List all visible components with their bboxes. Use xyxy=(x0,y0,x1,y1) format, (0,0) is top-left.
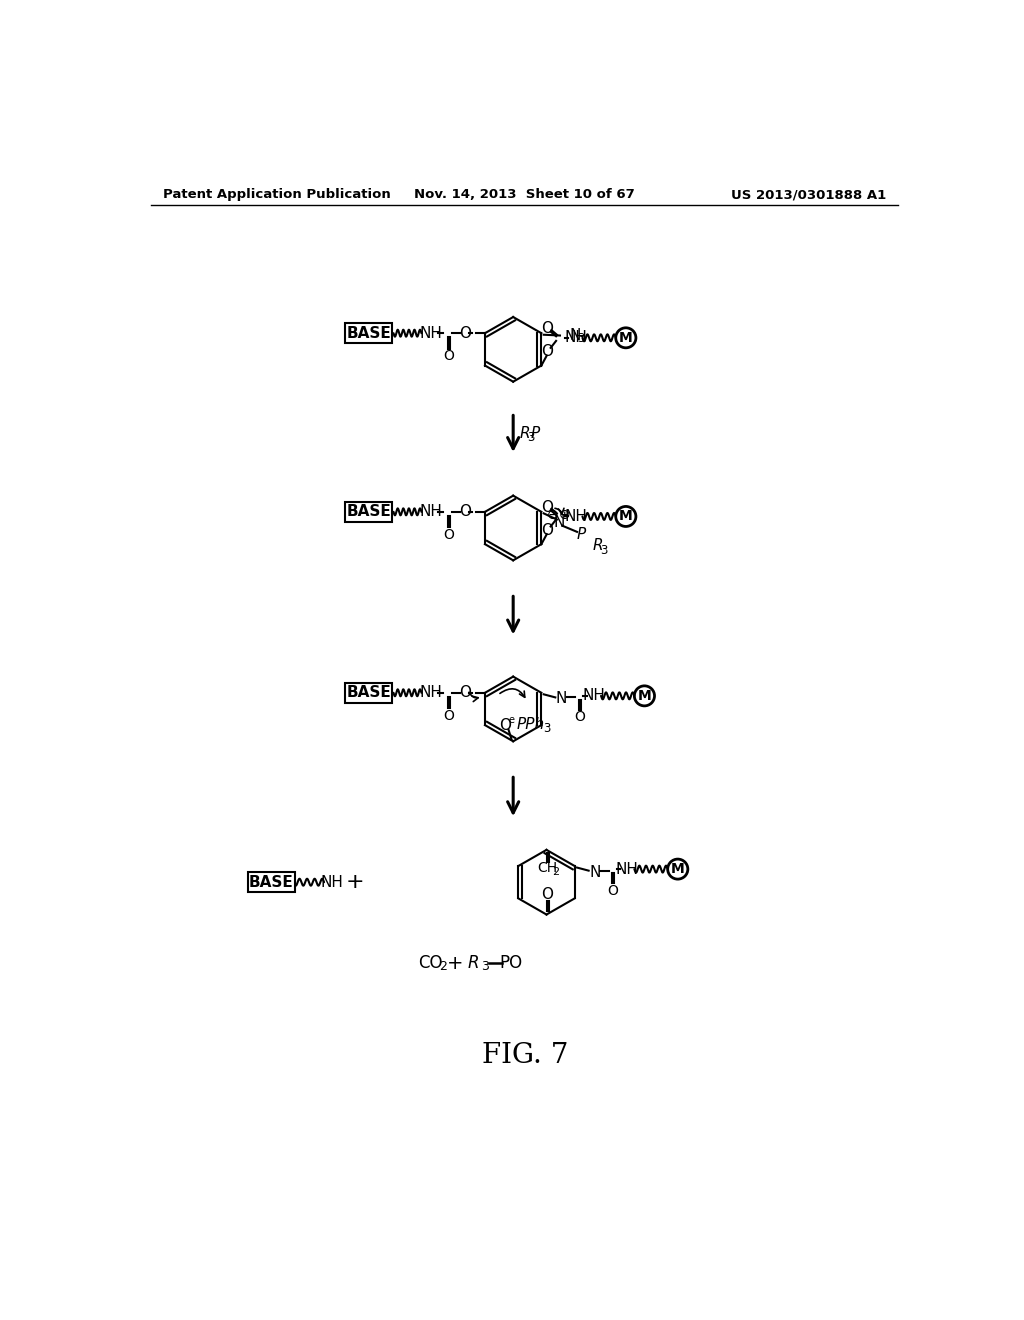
Text: +: + xyxy=(346,873,365,892)
Text: NH: NH xyxy=(419,504,442,519)
Text: R: R xyxy=(593,539,603,553)
Text: 2: 2 xyxy=(439,961,447,973)
Text: O: O xyxy=(573,710,585,725)
Text: R: R xyxy=(519,426,530,441)
FancyBboxPatch shape xyxy=(345,323,392,343)
Text: M: M xyxy=(618,331,633,345)
Text: O: O xyxy=(542,523,554,537)
Text: O: O xyxy=(542,887,553,902)
Text: O: O xyxy=(443,709,454,723)
Text: BASE: BASE xyxy=(249,875,294,890)
Text: N: N xyxy=(554,515,565,531)
Text: CO: CO xyxy=(418,954,442,972)
Text: BASE: BASE xyxy=(346,326,391,341)
Text: O: O xyxy=(542,321,554,337)
Text: US 2013/0301888 A1: US 2013/0301888 A1 xyxy=(731,187,887,201)
Text: NH: NH xyxy=(564,330,587,346)
Text: FIG. 7: FIG. 7 xyxy=(481,1041,568,1069)
Text: 3: 3 xyxy=(527,432,535,444)
Text: 3: 3 xyxy=(544,722,551,735)
Text: O: O xyxy=(607,883,618,898)
Text: M: M xyxy=(638,689,651,702)
Text: O: O xyxy=(542,500,554,515)
Text: ⊖: ⊖ xyxy=(547,508,558,521)
Text: O: O xyxy=(443,528,454,543)
FancyBboxPatch shape xyxy=(248,873,295,892)
Text: O: O xyxy=(500,718,511,734)
Text: O: O xyxy=(542,345,554,359)
Text: O: O xyxy=(459,685,471,701)
Text: BASE: BASE xyxy=(346,685,391,701)
Text: NH: NH xyxy=(616,862,639,876)
Text: N: N xyxy=(589,865,600,879)
Text: N: N xyxy=(569,327,581,343)
Text: O: O xyxy=(459,326,471,341)
Text: PPh: PPh xyxy=(516,717,545,731)
FancyBboxPatch shape xyxy=(345,682,392,702)
Text: 2: 2 xyxy=(552,867,559,878)
Text: +: + xyxy=(446,953,463,973)
Text: NH: NH xyxy=(583,688,605,704)
Text: ⊕: ⊕ xyxy=(559,508,570,521)
Text: M: M xyxy=(671,862,685,876)
Text: NH: NH xyxy=(419,685,442,701)
Text: e: e xyxy=(509,714,515,725)
Text: M: M xyxy=(618,510,633,524)
Text: 3: 3 xyxy=(600,544,607,557)
Text: O: O xyxy=(443,350,454,363)
Text: R: R xyxy=(468,954,479,972)
Text: NH: NH xyxy=(564,510,587,524)
Text: P: P xyxy=(531,426,541,441)
Text: P: P xyxy=(578,528,587,543)
Text: O: O xyxy=(459,504,471,519)
Text: NH: NH xyxy=(419,326,442,341)
Text: 3: 3 xyxy=(481,961,489,973)
Text: Nov. 14, 2013  Sheet 10 of 67: Nov. 14, 2013 Sheet 10 of 67 xyxy=(415,187,635,201)
Text: Patent Application Publication: Patent Application Publication xyxy=(163,187,390,201)
Text: NH: NH xyxy=(321,875,343,890)
Text: N: N xyxy=(556,692,567,706)
Text: CH: CH xyxy=(538,862,557,875)
Text: PO: PO xyxy=(500,954,522,972)
Text: 3: 3 xyxy=(577,333,585,345)
FancyBboxPatch shape xyxy=(345,502,392,521)
Text: BASE: BASE xyxy=(346,504,391,519)
